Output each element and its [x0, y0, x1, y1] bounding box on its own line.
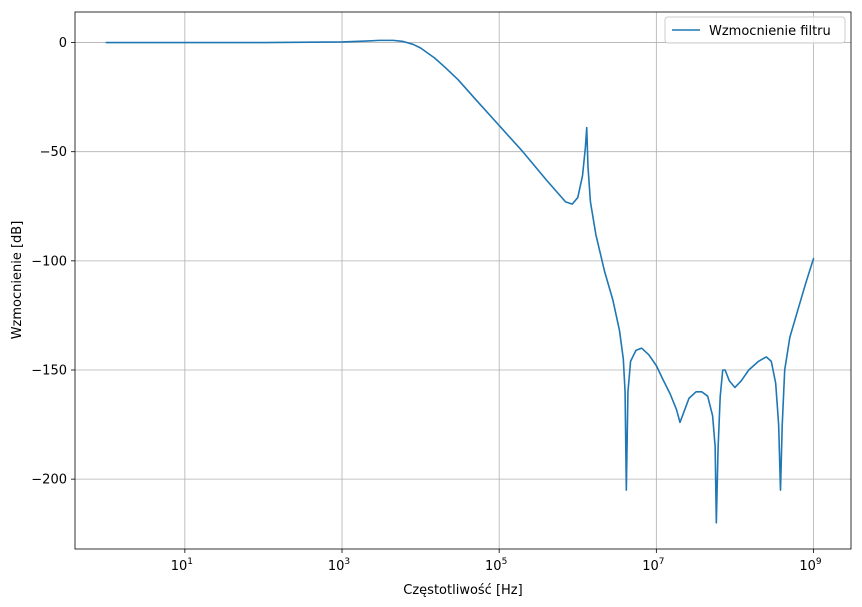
x-tick-label: 101 — [171, 557, 193, 574]
x-tick-label: 107 — [642, 557, 664, 574]
legend-box — [664, 16, 846, 44]
x-tick-label: 103 — [328, 557, 350, 574]
x-axis-label: Częstotliwość [Hz] — [403, 583, 522, 598]
y-tick-label: 0 — [59, 36, 67, 51]
y-tick-label: −100 — [31, 254, 67, 269]
plot-frame — [74, 11, 852, 550]
series-line — [105, 39, 815, 524]
y-tick-label: −200 — [31, 473, 67, 488]
x-tick-label: 109 — [799, 557, 822, 574]
y-axis-label: Wzmocnienie [dB] — [10, 221, 25, 340]
legend: Wzmocnienie filtru — [664, 16, 846, 44]
legend-label: Wzmocnienie filtru — [709, 24, 831, 39]
y-tick-label: −150 — [31, 364, 67, 379]
x-tick-label: 105 — [485, 557, 507, 574]
y-tick-label: −50 — [40, 145, 67, 160]
series-layer — [105, 39, 815, 524]
axis-ticks: 101 103 105 107 109 0 −50 −100 −150 −200 — [31, 36, 822, 574]
grid-lines — [75, 12, 851, 549]
